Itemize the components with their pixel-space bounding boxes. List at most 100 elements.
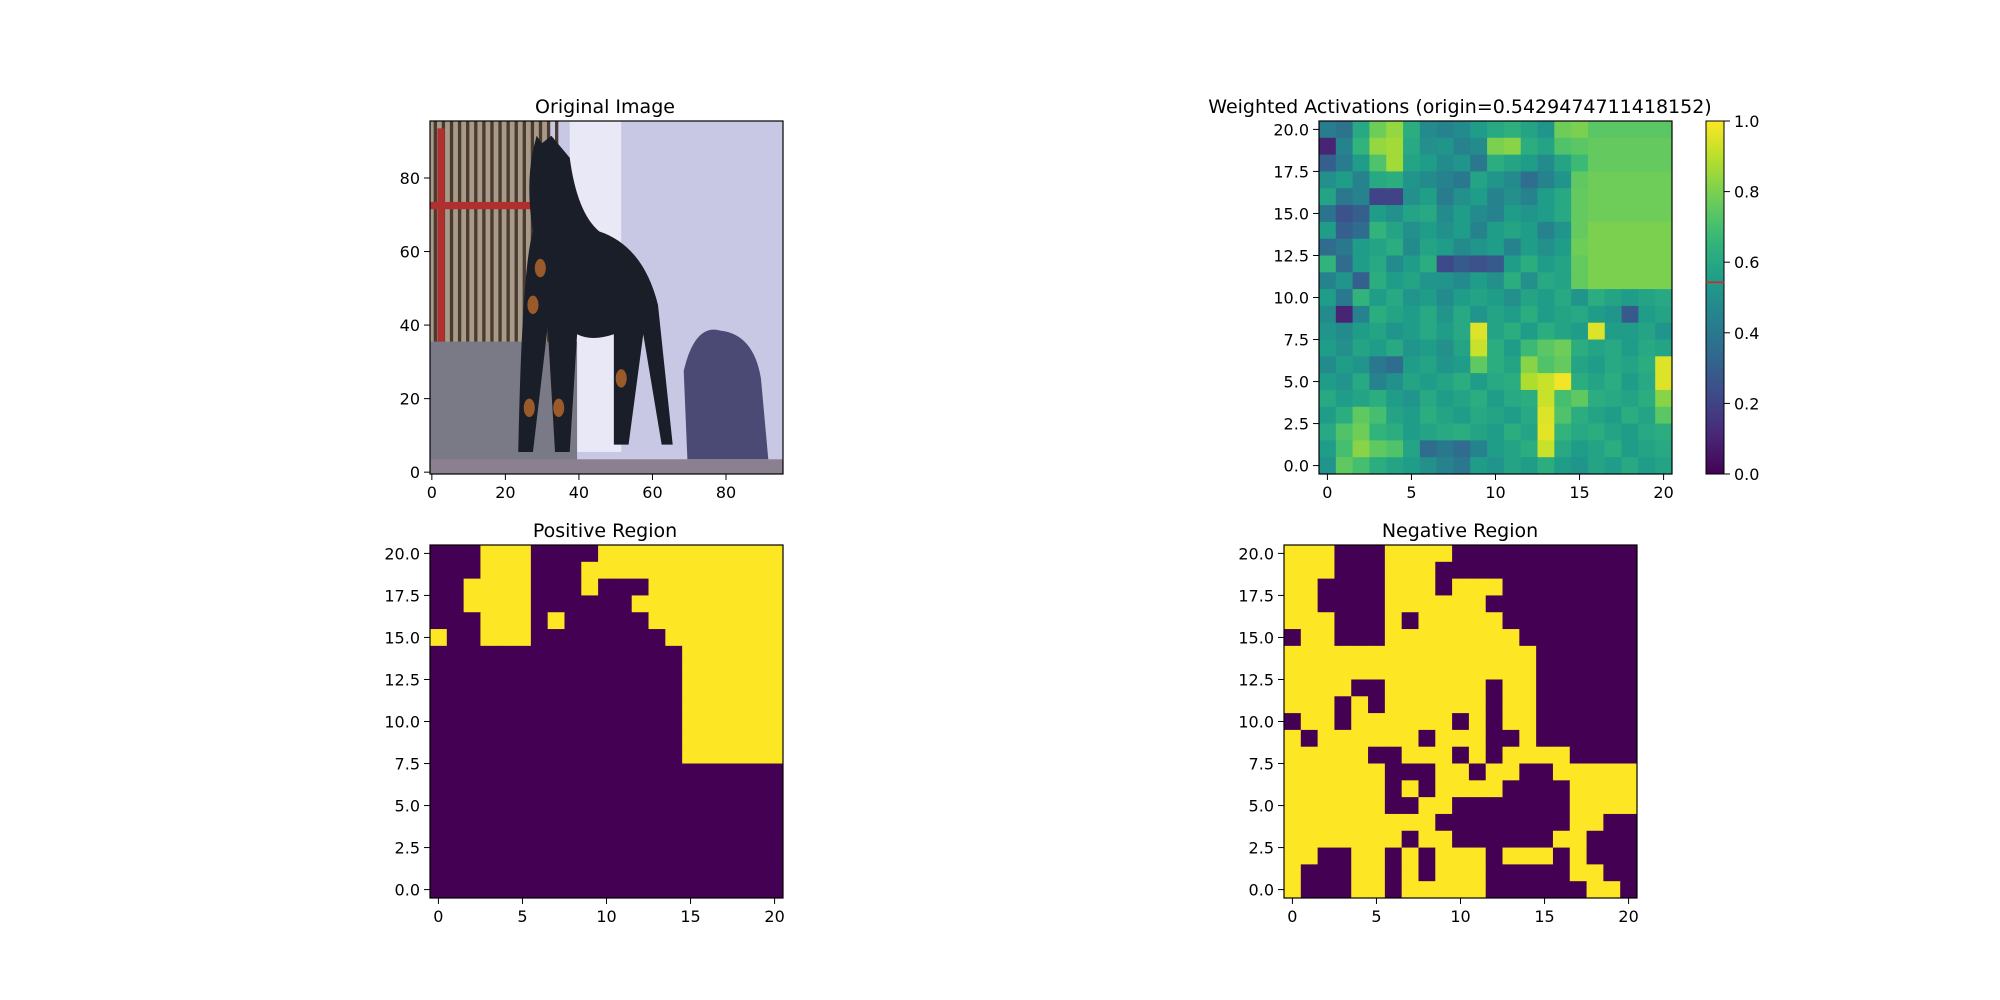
negative-region-cell	[1384, 679, 1403, 697]
negative-region-cell	[1284, 746, 1302, 764]
weighted-activations-cell	[1587, 440, 1606, 458]
positive-region-cell	[480, 545, 498, 563]
positive-region-cell	[715, 662, 733, 680]
negative-region-cell	[1502, 847, 1520, 865]
positive-region-cell	[581, 612, 599, 630]
weighted-activations-cell	[1587, 457, 1606, 475]
negative-region-cell	[1519, 545, 1537, 563]
negative-region-cell	[1300, 813, 1319, 832]
negative-region-cell	[1368, 595, 1386, 613]
weighted-activations-cell	[1554, 339, 1572, 357]
negative-region-cell	[1317, 545, 1335, 563]
weighted-activations-cell	[1453, 289, 1471, 307]
weighted-activations-cell	[1369, 188, 1387, 206]
weighted-activations-cell	[1453, 440, 1471, 458]
positive-region-cell	[766, 797, 784, 815]
negative-region-cell	[1536, 662, 1554, 680]
negative-region-cell	[1519, 881, 1537, 899]
positive-region-cell	[581, 545, 599, 563]
negative-region-cell	[1620, 595, 1638, 613]
positive-region-cell	[749, 645, 767, 664]
negative-region-cell	[1401, 679, 1419, 697]
weighted-activations-cell	[1571, 205, 1589, 223]
negative-region-cell	[1569, 595, 1587, 613]
weighted-activations-cell	[1453, 339, 1471, 357]
negative-region-cell	[1317, 679, 1335, 697]
negative-region-cell	[1552, 729, 1571, 748]
positive-region-cell	[766, 729, 784, 748]
positive-region-cell	[463, 746, 481, 764]
negative-region-ytick-label: 20.0	[1238, 544, 1274, 563]
weighted-activations-cell	[1571, 457, 1589, 475]
negative-region-cell	[1569, 645, 1587, 664]
weighted-activations-cell	[1369, 356, 1387, 374]
positive-region-cell	[715, 645, 733, 664]
original-image-ticks: 0 20 40 60 80 0 20 40 60 80	[400, 169, 737, 502]
weighted-activations-cell	[1319, 389, 1337, 408]
positive-region-cell	[732, 713, 750, 731]
negative-region-cell	[1519, 864, 1537, 882]
negative-region-cell	[1620, 629, 1638, 647]
positive-region-cell	[614, 696, 633, 714]
weighted-activations-cell	[1520, 289, 1538, 307]
negative-region-cell	[1435, 847, 1453, 865]
colorbar-frame	[1705, 120, 1725, 475]
positive-region-cell	[631, 881, 649, 899]
negative-region-cell	[1620, 797, 1638, 815]
positive-region-cell	[631, 645, 649, 664]
weighted-activations-cell	[1403, 389, 1421, 408]
photo-fence-bar	[522, 121, 526, 394]
weighted-activations-cell	[1655, 137, 1673, 156]
weighted-activations-cell	[1655, 440, 1673, 458]
negative-region-cell	[1569, 864, 1587, 882]
positive-region-cell	[497, 696, 515, 714]
weighted-activations-cell	[1487, 205, 1505, 223]
weighted-activations-cell	[1436, 322, 1454, 340]
positive-region-cell	[547, 696, 565, 714]
weighted-activations-cell	[1655, 305, 1673, 324]
positive-region-cell	[581, 595, 599, 613]
negative-region-cell	[1620, 864, 1638, 882]
weighted-activations-cell	[1655, 272, 1673, 290]
weighted-activations-cell	[1453, 188, 1471, 206]
weighted-activations-cell	[1503, 373, 1522, 391]
positive-region-cell	[665, 830, 683, 848]
positive-region-cell	[514, 561, 532, 580]
positive-region-cell	[480, 696, 498, 714]
original-image-photo	[430, 121, 783, 474]
positive-region-cell	[530, 830, 549, 848]
weighted-activations-cell	[1386, 121, 1404, 139]
negative-region-cell	[1418, 797, 1436, 815]
negative-region-cell	[1586, 696, 1604, 714]
positive-region-cell	[614, 847, 633, 865]
weighted-activations-cell	[1638, 440, 1656, 458]
positive-region-cell	[497, 561, 515, 580]
weighted-activations-cell	[1571, 255, 1589, 273]
weighted-activations-cell	[1369, 137, 1387, 156]
weighted-activations-cell	[1571, 272, 1589, 290]
negative-region-cell	[1300, 864, 1319, 882]
negative-region-cell	[1351, 881, 1369, 899]
weighted-activations-cell	[1520, 373, 1538, 391]
positive-region-cell	[446, 763, 465, 781]
weighted-activations-cell	[1419, 205, 1438, 223]
weighted-activations-cell	[1503, 272, 1522, 290]
negative-region-cell	[1603, 813, 1621, 832]
negative-region-cell	[1300, 713, 1319, 731]
negative-region-cell	[1620, 679, 1638, 697]
weighted-activations-cell	[1352, 205, 1370, 223]
positive-region-cell	[732, 679, 750, 697]
negative-region-cell	[1468, 881, 1487, 899]
weighted-activations-cell	[1487, 255, 1505, 273]
negative-region-cell	[1536, 746, 1554, 764]
weighted-activations-cell	[1554, 121, 1572, 139]
positive-region-cell	[732, 545, 750, 563]
negative-region-cell	[1502, 830, 1520, 848]
positive-region-cell	[682, 864, 700, 882]
weighted-activations-cell	[1369, 373, 1387, 391]
positive-region-cell	[682, 847, 700, 865]
negative-region-cell	[1334, 645, 1352, 664]
weighted-activations-cell	[1386, 440, 1404, 458]
weighted-activations-cell	[1638, 154, 1656, 172]
weighted-activations-cell	[1571, 423, 1589, 441]
